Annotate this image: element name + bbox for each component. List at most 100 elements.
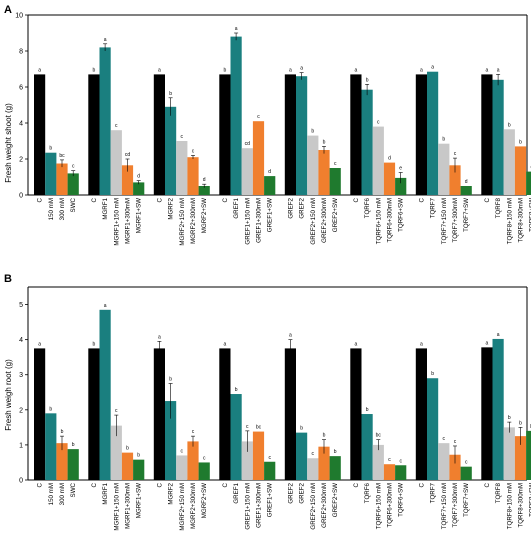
- bar: [395, 465, 407, 480]
- panel-b-label: B: [4, 273, 12, 285]
- significance-label: bc: [376, 433, 382, 439]
- significance-label: cd: [125, 152, 131, 158]
- category-label: 300 mM: [59, 483, 66, 505]
- bar: [449, 454, 461, 480]
- bar: [284, 348, 296, 480]
- significance-label: b: [169, 91, 172, 97]
- category-label: GREF2: [287, 197, 294, 218]
- significance-label: c: [203, 455, 206, 461]
- bar: [219, 74, 231, 195]
- bar: [449, 165, 461, 195]
- category-label: MGRF1+150 mM: [113, 483, 120, 531]
- significance-label: b: [300, 426, 303, 432]
- bar: [514, 436, 527, 480]
- category-label: C: [37, 482, 44, 487]
- significance-label: c: [377, 120, 380, 126]
- significance-label: b: [49, 146, 52, 152]
- bar: [329, 168, 341, 195]
- significance-label: a: [420, 341, 423, 347]
- significance-label: a: [300, 66, 303, 72]
- significance-label: b: [519, 139, 522, 145]
- bar: [88, 348, 100, 480]
- category-label: C: [418, 197, 425, 202]
- category-label: TQRF7+300mM: [452, 483, 459, 528]
- significance-label: a: [431, 65, 434, 71]
- bar: [361, 414, 373, 480]
- category-label: TQRF7: [430, 197, 437, 218]
- bar: [350, 74, 362, 195]
- significance-label: c: [334, 161, 337, 167]
- significance-label: d: [465, 179, 468, 185]
- category-label: MGRF1: [102, 482, 109, 504]
- category-label: GREF2+300mM: [321, 198, 328, 243]
- significance-label: a: [486, 67, 489, 73]
- category-label: GREF1+150 mM: [244, 483, 251, 530]
- bar: [165, 106, 177, 195]
- category-label: C: [91, 197, 98, 202]
- category-label: TQRF7+150 mM: [441, 483, 448, 529]
- significance-label: c: [72, 164, 75, 170]
- bar: [241, 441, 253, 480]
- category-label: GREF2: [299, 482, 306, 503]
- bar: [133, 182, 145, 195]
- bar: [165, 401, 177, 480]
- panel-a-label: A: [4, 4, 12, 16]
- bar: [198, 186, 210, 195]
- significance-label: b: [61, 429, 64, 435]
- category-label: MGRF2+SW: [201, 198, 208, 233]
- panel-a-ylabel: Fresh weight shoot (g): [4, 103, 13, 183]
- category-label: MGRF2: [168, 197, 175, 219]
- y-tick-label: 3: [19, 372, 23, 379]
- category-label: GREF2+SW: [332, 483, 339, 517]
- category-label: TQRF6+300mM: [387, 483, 394, 528]
- category-label: GREF1+300mM: [256, 198, 263, 243]
- significance-label: b: [519, 420, 522, 426]
- bar: [99, 309, 111, 480]
- significance-label: a: [355, 67, 358, 73]
- panel-a: A Fresh weight shoot (g) 0 2 4 6 8 10 a Cb 150 m…: [4, 4, 531, 246]
- category-label: MGRF2+300mM: [190, 483, 197, 529]
- bar: [99, 47, 111, 196]
- category-label: GREF2+SW: [332, 198, 339, 232]
- category-label: SWC: [70, 197, 77, 212]
- significance-label: a: [38, 67, 41, 73]
- bar: [153, 74, 165, 195]
- significance-label: cd: [245, 141, 251, 147]
- bar: [121, 165, 134, 195]
- significance-label: c: [115, 123, 118, 129]
- category-label: TQRF6+150 mM: [375, 198, 382, 244]
- significance-label: e: [399, 166, 402, 172]
- bar: [372, 444, 384, 480]
- category-label: MGRF2: [168, 482, 175, 504]
- bar: [492, 338, 504, 480]
- bar: [133, 459, 145, 480]
- significance-label: c: [312, 451, 315, 457]
- category-label: MGRF1+SW: [136, 483, 143, 518]
- significance-label: a: [355, 341, 358, 347]
- significance-label: a: [158, 67, 161, 73]
- significance-label: b: [49, 406, 52, 412]
- category-label: GREF1+SW: [267, 198, 274, 232]
- significance-label: c: [465, 460, 468, 466]
- significance-label: b: [93, 67, 96, 73]
- significance-label: c: [388, 457, 391, 463]
- bar: [296, 432, 308, 480]
- category-label: C: [418, 482, 425, 487]
- category-label: C: [353, 197, 360, 202]
- bar: [361, 89, 373, 195]
- category-label: MGRF1: [102, 197, 109, 219]
- bar: [264, 461, 276, 480]
- category-label: TQRF7+SW: [463, 198, 470, 232]
- category-label: TQRF6+SW: [398, 198, 405, 232]
- significance-label: b: [137, 453, 140, 459]
- y-tick-label: 0: [19, 193, 23, 200]
- significance-label: d: [388, 156, 391, 162]
- category-label: C: [484, 482, 491, 487]
- category-label: MGRF2+150 mM: [179, 198, 186, 246]
- y-tick-label: 10: [15, 13, 23, 20]
- bar: [372, 126, 384, 195]
- bar: [415, 74, 427, 195]
- bar: [427, 378, 439, 480]
- bar: [230, 394, 242, 480]
- y-tick-label: 6: [19, 85, 23, 92]
